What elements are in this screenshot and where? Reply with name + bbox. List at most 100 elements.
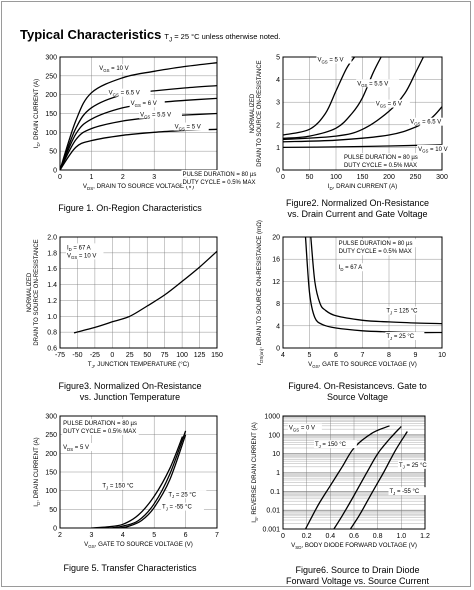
caption-fig1: Figure 1. On-Region Characteristics <box>58 203 202 213</box>
curve-label: VGS = 5 V <box>317 58 343 65</box>
series-line <box>60 62 217 170</box>
note-bg <box>181 177 259 186</box>
curve-label-bg <box>397 460 437 469</box>
y-tick-label: 100 <box>268 432 280 439</box>
x-axis-label: TJ, JUNCTION TEMPERATURE (°C) <box>88 361 189 369</box>
y-tick-label: 200 <box>45 92 57 99</box>
y-tick-label: 50 <box>49 507 57 514</box>
curve-label: TJ = 150 °C <box>102 484 134 491</box>
note-bg <box>62 426 139 435</box>
y-tick-label: 1.8 <box>47 250 57 257</box>
curve-label: TJ = 25 °C <box>168 492 196 499</box>
curve-label: VGS = 10 V <box>99 66 128 73</box>
x-tick-label: -25 <box>90 352 100 359</box>
y-axis-label: ID, DRAIN CURRENT (A) <box>33 79 41 148</box>
caption-fig3: Figure3. Normalized On-Resistance vs. Jun… <box>58 381 202 402</box>
x-tick-label: 300 <box>436 174 448 181</box>
chart-note: PULSE DURATION = 80 µs <box>182 172 256 178</box>
x-tick-label: 125 <box>194 352 206 359</box>
x-tick-label: 5 <box>152 532 156 539</box>
caption-fig4: Figure4. On-Resistancevs. Gate to Source … <box>288 381 427 402</box>
y-tick-label: 2.0 <box>47 235 57 242</box>
y-axis-label: DRAIN TO SOURCE ON-RESISTANCE <box>34 239 40 345</box>
curve-label-bg <box>374 99 410 108</box>
series-line <box>283 106 442 143</box>
chart-fig1: 012345050100150200250300VDS, DRAIN TO SO… <box>33 55 262 191</box>
curve-label: VGS = 6.5 V <box>109 91 140 98</box>
y-tick-label: 1 <box>276 145 280 152</box>
y-tick-label: 0 <box>53 168 57 175</box>
curve-label: TJ = 150 °C <box>315 442 347 449</box>
page-subtitle: TJ = 25 °C unless otherwise noted. <box>164 32 281 44</box>
y-tick-label: 2 <box>276 122 280 129</box>
series-line <box>73 250 217 334</box>
series-line <box>60 97 217 170</box>
chart-note: VGS = 0 V <box>289 425 315 432</box>
note-bg <box>62 442 97 451</box>
y-tick-label: 200 <box>45 451 57 458</box>
x-tick-label: -50 <box>72 352 82 359</box>
curve-label-bg <box>388 487 432 496</box>
x-tick-label: 25 <box>126 352 134 359</box>
note-bg <box>65 243 100 252</box>
curve-label-bg <box>313 440 357 449</box>
x-tick-label: 150 <box>357 174 369 181</box>
x-tick-label: 3 <box>89 532 93 539</box>
curve-label-bg <box>167 490 207 499</box>
x-tick-label: -75 <box>55 352 65 359</box>
y-tick-label: 0.6 <box>47 346 57 353</box>
y-tick-label: 0.1 <box>270 489 280 496</box>
note-bg <box>65 251 104 260</box>
x-axis-label: VDS, DRAIN TO SOURCE VOLTAGE (V) <box>83 183 194 191</box>
y-tick-label: 0 <box>276 168 280 175</box>
y-tick-label: 8 <box>276 301 280 308</box>
y-tick-label: 4 <box>276 323 280 330</box>
y-tick-label: 150 <box>45 111 57 118</box>
y-tick-label: 0.001 <box>262 527 280 534</box>
x-tick-label: 0 <box>281 533 285 540</box>
chart-note: VDS = 5 V <box>63 445 89 452</box>
curve-label-bg <box>101 481 145 490</box>
y-tick-label: 50 <box>49 149 57 156</box>
x-tick-label: 1.2 <box>420 533 430 540</box>
series-line <box>60 128 217 170</box>
x-tick-label: 1.0 <box>396 533 406 540</box>
curve-label: VGS = 6.5 V <box>410 120 441 127</box>
note-bg <box>62 418 143 427</box>
y-tick-label: 1000 <box>264 414 280 421</box>
note-bg <box>337 247 415 256</box>
x-tick-label: 200 <box>383 174 395 181</box>
x-tick-label: 0.6 <box>349 533 359 540</box>
x-tick-label: 50 <box>306 174 314 181</box>
y-tick-label: 1.6 <box>47 266 57 273</box>
chart-note: PULSE DURATION = 80 µs <box>63 421 137 427</box>
y-axis-label: IS, REVERSE DRAIN CURRENT (A) <box>251 422 259 523</box>
x-tick-label: 6 <box>334 352 338 359</box>
series-line <box>283 57 356 136</box>
curve-label-bg <box>385 332 425 341</box>
x-tick-label: 8 <box>387 352 391 359</box>
curve-label: TJ = 25 °C <box>399 463 427 470</box>
x-tick-label: 0 <box>58 174 62 181</box>
curve-label: VGS = 6 V <box>131 101 157 108</box>
x-axis-label: VGS, GATE TO SOURCE VOLTAGE (V) <box>308 361 417 369</box>
x-tick-label: 150 <box>211 352 223 359</box>
chart-fig3: -75 -50 -25 0 25 50 75 100 125 150 0.6 0.8 1.0 1.2 1.4… <box>27 235 223 369</box>
plot-frame <box>282 236 443 349</box>
plot-frame <box>282 56 443 171</box>
page-title: Typical Characteristics <box>20 27 162 42</box>
x-tick-label: 75 <box>161 352 169 359</box>
x-axis-label: VSD, BODY DIODE FORWARD VOLTAGE (V) <box>291 542 417 550</box>
y-tick-label: 100 <box>45 130 57 137</box>
curve-label: TJ = -55 °C <box>162 505 192 512</box>
y-tick-label: 12 <box>272 279 280 286</box>
x-tick-label: 6 <box>184 532 188 539</box>
x-tick-label: 0 <box>281 174 285 181</box>
series-line <box>283 57 424 141</box>
y-tick-label: 10 <box>272 451 280 458</box>
chart-note: VGS = 10 V <box>67 253 96 260</box>
curve-label-bg <box>385 306 429 315</box>
curve-label-bg <box>161 502 204 511</box>
series-line <box>310 237 442 325</box>
note-bg <box>337 239 418 248</box>
